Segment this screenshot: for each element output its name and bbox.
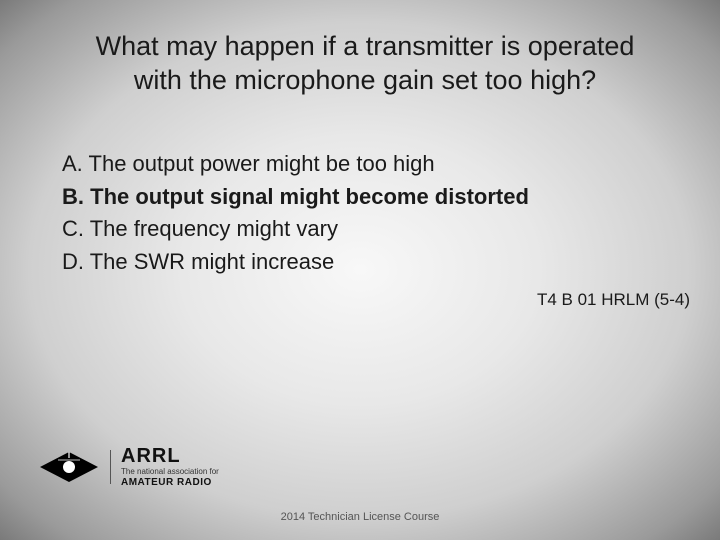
diamond-icon xyxy=(38,450,100,484)
answer-c: C. The frequency might vary xyxy=(62,213,660,246)
question-text: What may happen if a transmitter is oper… xyxy=(70,30,660,98)
arrl-sub2: AMATEUR RADIO xyxy=(121,478,219,488)
arrl-sub1: The national association for xyxy=(121,468,219,476)
arrl-logo: ARRL The national association for AMATEU… xyxy=(38,446,219,488)
answer-d: D. The SWR might increase xyxy=(62,246,660,279)
answer-text: The output power might be too high xyxy=(89,151,435,176)
footer-text: 2014 Technician License Course xyxy=(0,511,720,523)
arrl-main: ARRL xyxy=(121,446,219,466)
answer-letter: A. xyxy=(62,151,83,176)
answer-b: B. The output signal might become distor… xyxy=(62,181,660,214)
answer-letter: B. xyxy=(62,184,84,209)
answer-letter: D. xyxy=(62,249,84,274)
answer-a: A. The output power might be too high xyxy=(62,148,660,181)
answer-text: The SWR might increase xyxy=(90,249,335,274)
answer-letter: C. xyxy=(62,216,84,241)
arrl-text-block: ARRL The national association for AMATEU… xyxy=(121,446,219,488)
answer-text: The frequency might vary xyxy=(90,216,338,241)
answer-list: A. The output power might be too high B.… xyxy=(62,148,660,278)
logo-divider xyxy=(110,450,111,484)
answer-text: The output signal might become distorted xyxy=(90,184,529,209)
reference-code: T4 B 01 HRLM (5-4) xyxy=(537,290,690,310)
